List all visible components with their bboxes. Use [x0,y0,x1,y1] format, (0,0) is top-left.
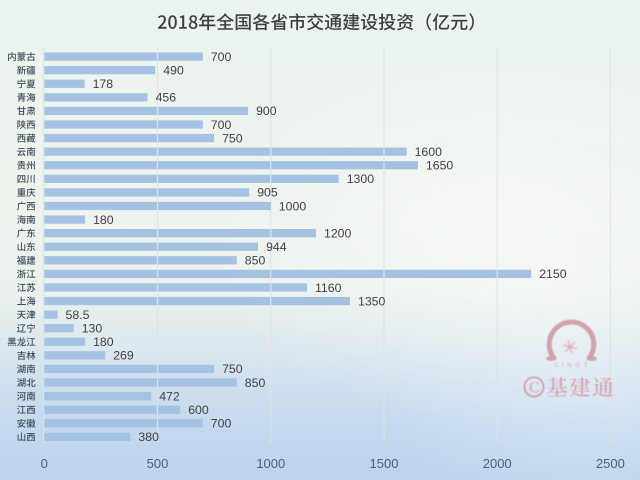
svg-text:700: 700 [211,118,232,132]
svg-text:944: 944 [266,240,287,254]
svg-text:130: 130 [82,322,103,336]
svg-text:700: 700 [211,417,232,431]
svg-text:1600: 1600 [415,145,443,159]
svg-text:1300: 1300 [347,172,375,186]
svg-text:900: 900 [256,104,277,118]
svg-text:750: 750 [222,362,243,376]
svg-text:269: 269 [113,349,134,363]
svg-text:1500: 1500 [370,456,399,471]
svg-text:1200: 1200 [324,226,352,240]
svg-text:58.5: 58.5 [66,308,90,322]
svg-text:178: 178 [93,77,114,91]
svg-text:905: 905 [257,186,278,200]
svg-text:CINGT: CINGT [554,362,591,369]
svg-text:490: 490 [163,63,184,77]
svg-text:2000: 2000 [483,456,512,471]
svg-text:380: 380 [138,430,159,444]
svg-text:2150: 2150 [539,267,567,281]
svg-text:850: 850 [245,376,266,390]
svg-text:850: 850 [245,254,266,268]
svg-text:1000: 1000 [256,456,285,471]
svg-text:500: 500 [147,456,169,471]
svg-text:1000: 1000 [279,199,307,213]
svg-text:0: 0 [41,456,48,471]
svg-text:C: C [529,379,539,396]
svg-text:456: 456 [156,91,177,105]
svg-text:180: 180 [93,213,114,227]
svg-text:1350: 1350 [358,294,386,308]
svg-text:700: 700 [211,50,232,64]
svg-text:472: 472 [159,389,180,403]
svg-text:750: 750 [222,131,243,145]
svg-text:1650: 1650 [426,159,454,173]
svg-text:2500: 2500 [596,456,625,471]
svg-text:180: 180 [93,335,114,349]
svg-text:600: 600 [188,403,209,417]
svg-text:1160: 1160 [315,281,342,295]
